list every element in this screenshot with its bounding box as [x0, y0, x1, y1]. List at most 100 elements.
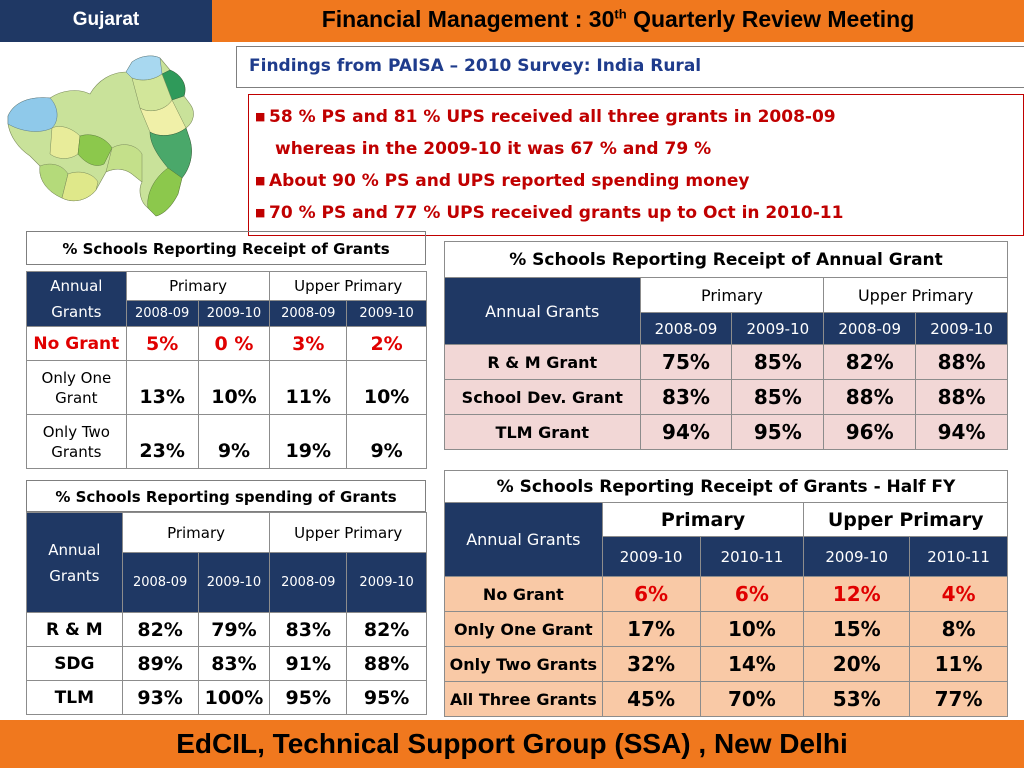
- table-cell: 17%: [601, 611, 701, 647]
- table-cell: 32%: [601, 646, 701, 682]
- table-cell: 13%: [125, 360, 199, 415]
- row-label: R & M Grant: [444, 344, 641, 380]
- row-label: All Three Grants: [444, 681, 603, 717]
- annual-grant-table-title: % Schools Reporting Receipt of Annual Gr…: [444, 241, 1008, 278]
- table-cell: 11%: [269, 360, 348, 415]
- row-label: R & M: [26, 612, 123, 647]
- year-header: 2008-09: [823, 312, 917, 345]
- table-cell: 75%: [639, 344, 733, 380]
- year-header: 2008-09: [269, 300, 348, 327]
- title-superscript: th: [614, 6, 627, 22]
- year-header: 2009-10: [915, 312, 1008, 345]
- receipt-of-grants-table: Annual Grants Primary Upper Primary 2008…: [26, 271, 427, 469]
- table-row: Only One Grant 13% 10% 11% 10%: [26, 360, 427, 415]
- table-cell: 70%: [699, 681, 805, 717]
- state-label: Gujarat: [0, 0, 212, 42]
- row-label: No Grant: [26, 326, 127, 361]
- table-cell: 9%: [346, 414, 427, 469]
- table-cell: 89%: [121, 646, 199, 681]
- receipt-table-title: % Schools Reporting Receipt of Grants: [26, 231, 426, 265]
- table-row: No Grant 5% 0 % 3% 2%: [26, 326, 427, 361]
- table-cell: 9%: [197, 414, 271, 469]
- year-header: 2008-09: [125, 300, 199, 327]
- table-cell: 82%: [346, 612, 427, 647]
- year-header: 2009-10: [803, 536, 911, 577]
- table-cell: 82%: [823, 344, 917, 380]
- table-cell: 45%: [601, 681, 701, 717]
- table-cell: 11%: [909, 646, 1008, 682]
- footer-banner: EdCIL, Technical Support Group (SSA) , N…: [0, 720, 1024, 768]
- table-row: TLM 93% 100% 95% 95%: [26, 680, 427, 715]
- annual-grant-table: % Schools Reporting Receipt of Annual Gr…: [444, 241, 1008, 450]
- group-header-upper-primary: Upper Primary: [269, 271, 427, 301]
- table-cell: 10%: [699, 611, 805, 647]
- row-label: Only One Grant: [26, 360, 127, 415]
- table-row: School Dev. Grant 83% 85% 88% 88%: [444, 379, 1008, 415]
- table-cell: 88%: [823, 379, 917, 415]
- table-cell: 6%: [601, 576, 701, 612]
- table-cell: 93%: [121, 680, 199, 715]
- table-cell: 100%: [197, 680, 271, 715]
- group-header-primary: Primary: [121, 512, 271, 553]
- corner-header: Annual Grants: [444, 502, 603, 577]
- table-cell: 0 %: [197, 326, 271, 361]
- half-fy-grants-table: % Schools Reporting Receipt of Grants - …: [444, 470, 1008, 717]
- year-header: 2009-10: [346, 552, 427, 613]
- title-suffix: Quarterly Review Meeting: [626, 6, 915, 32]
- table-cell: 14%: [699, 646, 805, 682]
- table-cell: 8%: [909, 611, 1008, 647]
- table-cell: 82%: [121, 612, 199, 647]
- row-label: No Grant: [444, 576, 603, 612]
- table-cell: 96%: [823, 414, 917, 450]
- table-cell: 12%: [803, 576, 911, 612]
- title-prefix: Financial Management : 30: [321, 6, 615, 32]
- table-cell: 20%: [803, 646, 911, 682]
- table-cell: 95%: [269, 680, 348, 715]
- table-cell: 23%: [125, 414, 199, 469]
- table-cell: 83%: [639, 379, 733, 415]
- year-header: 2009-10: [197, 552, 271, 613]
- row-label: TLM Grant: [444, 414, 641, 450]
- row-label: Only Two Grants: [444, 646, 603, 682]
- year-header: 2010-11: [909, 536, 1008, 577]
- table-cell: 88%: [915, 379, 1008, 415]
- year-header: 2010-11: [699, 536, 805, 577]
- slide-title: Financial Management : 30th Quarterly Re…: [212, 6, 1024, 33]
- table-cell: 91%: [269, 646, 348, 681]
- table-row: No Grant 6% 6% 12% 4%: [444, 576, 1008, 612]
- table-cell: 10%: [197, 360, 271, 415]
- table-cell: 77%: [909, 681, 1008, 717]
- table-row: Only Two Grants 32% 14% 20% 11%: [444, 646, 1008, 682]
- group-header-primary: Primary: [639, 277, 825, 313]
- group-header-upper-primary: Upper Primary: [823, 277, 1008, 313]
- bullet-square-icon: ■: [255, 206, 266, 219]
- table-row: All Three Grants 45% 70% 53% 77%: [444, 681, 1008, 717]
- finding-text: About 90 % PS and UPS reported spending …: [269, 171, 750, 191]
- year-header: 2009-10: [601, 536, 701, 577]
- table-row: R & M Grant 75% 85% 82% 88%: [444, 344, 1008, 380]
- table-cell: 19%: [269, 414, 348, 469]
- bullet-square-icon: ■: [255, 174, 266, 187]
- year-header: 2008-09: [639, 312, 733, 345]
- spending-table-title: % Schools Reporting spending of Grants: [26, 480, 426, 512]
- row-label: Only One Grant: [444, 611, 603, 647]
- corner-header: Annual Grants: [26, 512, 123, 613]
- table-row: Only One Grant 17% 10% 15% 8%: [444, 611, 1008, 647]
- table-cell: 85%: [731, 344, 825, 380]
- table-cell: 85%: [731, 379, 825, 415]
- table-row: Only Two Grants 23% 9% 19% 9%: [26, 414, 427, 469]
- year-header: 2008-09: [269, 552, 348, 613]
- bullet-square-icon: ■: [255, 110, 266, 123]
- year-header: 2009-10: [731, 312, 825, 345]
- finding-text: 58 % PS and 81 % UPS received all three …: [269, 107, 836, 127]
- corner-header: Annual Grants: [26, 271, 127, 327]
- group-header-upper-primary: Upper Primary: [803, 502, 1008, 537]
- finding-text: 70 % PS and 77 % UPS received grants up …: [269, 203, 844, 223]
- corner-header: Annual Grants: [444, 277, 641, 345]
- table-cell: 88%: [915, 344, 1008, 380]
- header-bar: [212, 0, 1024, 42]
- findings-title: Findings from PAISA – 2010 Survey: India…: [236, 46, 1024, 88]
- table-cell: 83%: [197, 646, 271, 681]
- table-row: SDG 89% 83% 91% 88%: [26, 646, 427, 681]
- table-cell: 2%: [346, 326, 427, 361]
